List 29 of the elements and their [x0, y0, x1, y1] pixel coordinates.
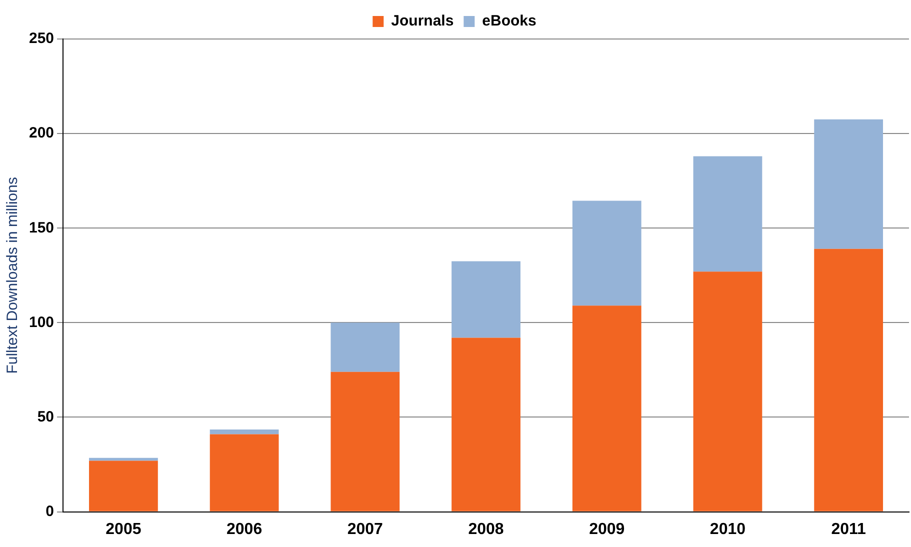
bar: [693, 156, 762, 272]
y-tick-label: 250: [28, 30, 54, 48]
bar: [210, 430, 279, 434]
bar: [814, 119, 884, 249]
x-tick-label: 2011: [831, 520, 866, 538]
y-axis-title: Fulltext Downloads in millions: [4, 177, 22, 374]
x-tick-label: 2010: [710, 520, 746, 538]
bar: [330, 322, 400, 372]
bar: [452, 338, 520, 512]
bar: [452, 261, 520, 338]
bar: [693, 272, 762, 512]
bar: [572, 200, 642, 306]
x-tick-label: 2006: [226, 520, 262, 538]
y-tick-label: 100: [28, 314, 54, 331]
x-tick-label: 2007: [347, 520, 384, 538]
bar: [330, 372, 400, 512]
bar: [814, 248, 884, 512]
y-tick-label: 50: [37, 408, 54, 426]
bar: [572, 306, 642, 512]
bar: [210, 434, 279, 512]
y-tick-label: 200: [28, 124, 54, 142]
x-tick-label: 2008: [468, 520, 504, 538]
legend-label: eBooks: [482, 12, 536, 30]
legend-label: Journals: [391, 12, 454, 30]
y-tick-label: 0: [46, 502, 54, 520]
bar: [89, 460, 158, 512]
x-tick-label: 2005: [106, 520, 142, 538]
x-tick-label: 2009: [589, 520, 625, 538]
y-tick-label: 150: [28, 219, 54, 236]
